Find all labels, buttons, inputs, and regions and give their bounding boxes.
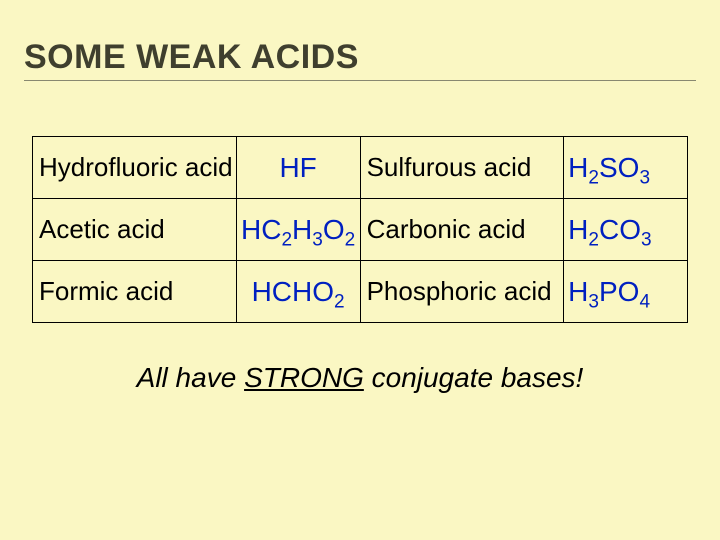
acid-name-cell: Carbonic acid (360, 199, 564, 261)
acid-formula-cell: H2CO3 (564, 199, 688, 261)
table-row: Acetic acid HC2H3O2 Carbonic acid H2CO3 (33, 199, 688, 261)
title-underline (24, 80, 696, 81)
acid-name-cell: Sulfurous acid (360, 137, 564, 199)
formula: HC2H3O2 (241, 214, 355, 245)
formula: HF (279, 152, 316, 183)
acid-name-cell: Acetic acid (33, 199, 237, 261)
acid-formula-cell: HF (236, 137, 360, 199)
formula: HCHO2 (252, 276, 345, 307)
acid-formula-cell: HCHO2 (236, 261, 360, 323)
caption-suffix: conjugate bases! (364, 362, 584, 393)
acids-table-body: Hydrofluoric acid HF Sulfurous acid H2SO… (33, 137, 688, 323)
slide-title: SOME WEAK ACIDS (24, 38, 359, 77)
acid-name-cell: Formic acid (33, 261, 237, 323)
acids-table-container: Hydrofluoric acid HF Sulfurous acid H2SO… (32, 136, 688, 323)
formula: H3PO4 (568, 276, 650, 307)
caption-strong: STRONG (244, 362, 364, 393)
formula: H2CO3 (568, 214, 651, 245)
caption: All have STRONG conjugate bases! (0, 362, 720, 394)
caption-prefix: All have (137, 362, 244, 393)
formula: H2SO3 (568, 152, 650, 183)
acid-name-cell: Hydrofluoric acid (33, 137, 237, 199)
acid-formula-cell: H3PO4 (564, 261, 688, 323)
table-row: Formic acid HCHO2 Phosphoric acid H3PO4 (33, 261, 688, 323)
acid-formula-cell: H2SO3 (564, 137, 688, 199)
acid-name-cell: Phosphoric acid (360, 261, 564, 323)
acids-table: Hydrofluoric acid HF Sulfurous acid H2SO… (32, 136, 688, 323)
acid-formula-cell: HC2H3O2 (236, 199, 360, 261)
table-row: Hydrofluoric acid HF Sulfurous acid H2SO… (33, 137, 688, 199)
